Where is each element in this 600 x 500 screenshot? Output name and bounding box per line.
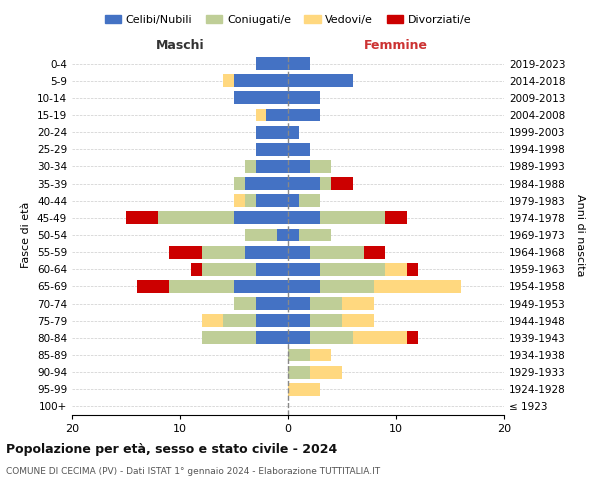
Bar: [353, 332, 407, 344]
Bar: [310, 297, 342, 310]
Bar: [256, 126, 288, 138]
Y-axis label: Fasce di età: Fasce di età: [22, 202, 31, 268]
Bar: [245, 160, 256, 173]
Bar: [374, 280, 461, 293]
Bar: [234, 92, 288, 104]
Bar: [288, 126, 299, 138]
Bar: [288, 177, 320, 190]
Bar: [234, 297, 256, 310]
Bar: [191, 263, 202, 276]
Bar: [288, 332, 310, 344]
Bar: [245, 246, 288, 258]
Bar: [256, 332, 288, 344]
Bar: [137, 280, 169, 293]
Bar: [385, 212, 407, 224]
Bar: [407, 263, 418, 276]
Bar: [288, 263, 320, 276]
Bar: [234, 74, 288, 87]
Bar: [310, 160, 331, 173]
Bar: [288, 246, 310, 258]
Legend: Celibi/Nubili, Coniugati/e, Vedovi/e, Divorziati/e: Celibi/Nubili, Coniugati/e, Vedovi/e, Di…: [100, 10, 476, 29]
Bar: [202, 314, 223, 327]
Bar: [158, 212, 234, 224]
Bar: [288, 194, 299, 207]
Bar: [234, 177, 245, 190]
Bar: [256, 108, 266, 122]
Bar: [277, 228, 288, 241]
Bar: [245, 228, 277, 241]
Text: Popolazione per età, sesso e stato civile - 2024: Popolazione per età, sesso e stato civil…: [6, 442, 337, 456]
Bar: [266, 108, 288, 122]
Bar: [126, 212, 158, 224]
Bar: [202, 263, 256, 276]
Bar: [342, 314, 374, 327]
Bar: [202, 332, 256, 344]
Bar: [385, 263, 407, 276]
Bar: [288, 108, 320, 122]
Bar: [288, 74, 353, 87]
Bar: [331, 177, 353, 190]
Bar: [288, 212, 320, 224]
Bar: [288, 57, 310, 70]
Bar: [310, 366, 342, 378]
Bar: [256, 143, 288, 156]
Bar: [320, 280, 374, 293]
Bar: [288, 143, 310, 156]
Bar: [288, 314, 310, 327]
Y-axis label: Anni di nascita: Anni di nascita: [575, 194, 585, 276]
Bar: [234, 212, 288, 224]
Bar: [234, 280, 288, 293]
Bar: [310, 332, 353, 344]
Bar: [245, 194, 256, 207]
Bar: [310, 246, 364, 258]
Bar: [310, 348, 331, 362]
Bar: [342, 297, 374, 310]
Bar: [223, 74, 234, 87]
Bar: [256, 314, 288, 327]
Bar: [310, 314, 342, 327]
Bar: [288, 297, 310, 310]
Bar: [256, 194, 288, 207]
Bar: [320, 212, 385, 224]
Bar: [256, 57, 288, 70]
Bar: [256, 297, 288, 310]
Bar: [320, 263, 385, 276]
Bar: [288, 348, 310, 362]
Bar: [320, 177, 331, 190]
Bar: [288, 366, 310, 378]
Bar: [288, 228, 299, 241]
Bar: [169, 246, 202, 258]
Bar: [234, 194, 245, 207]
Bar: [288, 92, 320, 104]
Bar: [256, 160, 288, 173]
Bar: [407, 332, 418, 344]
Bar: [169, 280, 234, 293]
Bar: [288, 280, 320, 293]
Bar: [256, 263, 288, 276]
Bar: [245, 177, 288, 190]
Text: COMUNE DI CECIMA (PV) - Dati ISTAT 1° gennaio 2024 - Elaborazione TUTTITALIA.IT: COMUNE DI CECIMA (PV) - Dati ISTAT 1° ge…: [6, 468, 380, 476]
Bar: [299, 228, 331, 241]
Bar: [364, 246, 385, 258]
Bar: [202, 246, 245, 258]
Bar: [223, 314, 256, 327]
Text: Femmine: Femmine: [364, 40, 428, 52]
Bar: [288, 160, 310, 173]
Bar: [299, 194, 320, 207]
Text: Maschi: Maschi: [155, 40, 205, 52]
Bar: [288, 383, 320, 396]
